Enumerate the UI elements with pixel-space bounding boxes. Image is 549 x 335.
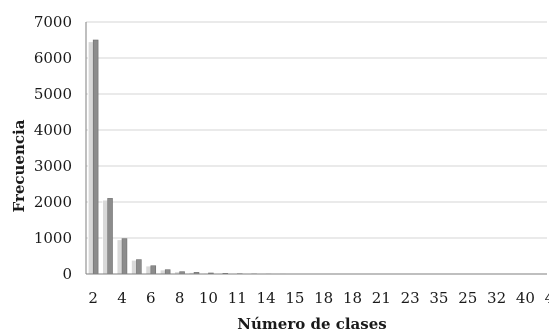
bar-series-2 — [150, 265, 157, 275]
x-tick-label: 25 — [458, 289, 477, 307]
bar-series-1 — [145, 265, 152, 275]
y-tick-label: 6000 — [34, 49, 72, 67]
bar-series-1 — [88, 41, 94, 275]
x-tick-label: 18 — [314, 289, 333, 307]
y-tick-label: 5000 — [34, 85, 72, 103]
x-tick-label: 4 — [117, 289, 127, 307]
x-tick-label: 35 — [429, 289, 448, 307]
bar-series-2 — [121, 238, 128, 275]
x-tick-label: 10 — [199, 289, 218, 307]
bar-series-1 — [102, 199, 108, 275]
bar-series-2 — [92, 39, 99, 275]
x-tick-label: 14 — [257, 289, 276, 307]
x-tick-label: 2 — [88, 289, 98, 307]
gridlines — [86, 21, 547, 239]
y-axis-title: Frecuencia — [10, 119, 28, 212]
x-tick-label: 18 — [343, 289, 362, 307]
y-tick-label: 2000 — [34, 193, 72, 211]
x-tick-label: 32 — [487, 289, 506, 307]
x-tick-label: 21 — [372, 289, 391, 307]
bar-series-2 — [136, 259, 142, 275]
y-tick-label: 4000 — [34, 121, 72, 139]
bar-series-2 — [107, 198, 113, 275]
x-tick-label: 45 — [545, 289, 549, 307]
bar-series-1 — [160, 269, 166, 275]
x-tick-label: 40 — [516, 289, 535, 307]
y-tick-label: 1000 — [34, 229, 72, 247]
x-axis-title: Número de clases — [237, 315, 386, 333]
y-tick-labels: 0 1000 2000 3000 4000 5000 6000 7000 — [34, 13, 72, 283]
y-tick-label: 3000 — [34, 157, 72, 175]
x-tick-label: 23 — [401, 289, 420, 307]
bar-series-1 — [131, 260, 137, 275]
bars — [88, 39, 545, 275]
bar-series-2 — [164, 269, 171, 275]
x-tick-label: 6 — [146, 289, 156, 307]
x-tick-labels: 2 4 6 8 10 11 14 15 18 18 21 23 35 25 32 40 45 — [88, 289, 549, 307]
y-tick-label: 0 — [62, 265, 72, 283]
axes — [85, 22, 547, 275]
x-tick-label: 8 — [175, 289, 185, 307]
bar-series-1 — [116, 239, 123, 275]
x-tick-label: 15 — [285, 289, 304, 307]
y-tick-label: 7000 — [34, 13, 72, 31]
x-tick-label: 11 — [228, 289, 247, 307]
